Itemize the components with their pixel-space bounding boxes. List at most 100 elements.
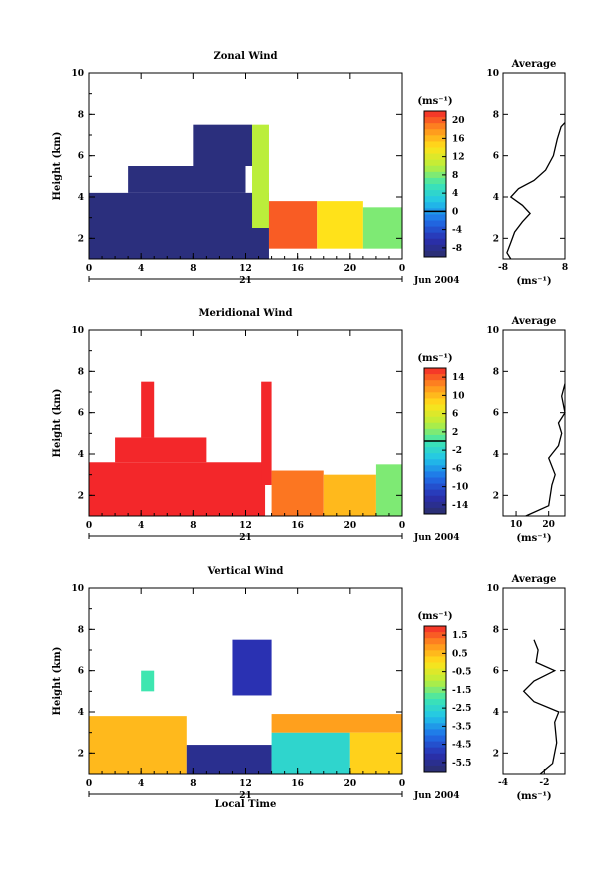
colorbar-frame bbox=[423, 625, 447, 773]
date-day-label: 21 bbox=[239, 533, 252, 543]
colorbar-segment bbox=[424, 477, 446, 485]
y-tick-label: 6 bbox=[78, 667, 84, 677]
average-y-tick-label: 2 bbox=[493, 234, 499, 244]
average-y-tick-label: 6 bbox=[493, 667, 499, 677]
y-tick-label: 4 bbox=[78, 708, 84, 718]
average-y-tick-label: 8 bbox=[493, 367, 499, 377]
colorbar-segment bbox=[424, 723, 446, 730]
y-tick-label: 2 bbox=[78, 491, 84, 501]
average-x-tick-label: 20 bbox=[542, 520, 555, 530]
heatmap-region bbox=[193, 124, 253, 166]
date-label: Jun 2004 bbox=[413, 276, 460, 286]
average-frame bbox=[502, 587, 566, 775]
heatmap-region bbox=[115, 437, 207, 463]
average-y-tick-label: 10 bbox=[486, 584, 499, 594]
average-x-label: (ms⁻¹) bbox=[516, 533, 551, 544]
x-tick-label: 0 bbox=[399, 521, 405, 531]
x-tick-label: 4 bbox=[138, 521, 144, 531]
x-axis-label: Local Time bbox=[215, 799, 277, 810]
colorbar-segment bbox=[424, 686, 446, 694]
colorbar-segment bbox=[424, 699, 446, 706]
colorbar-tick-label: -4.5 bbox=[452, 741, 471, 751]
panel-3: Vertical Wind 2 4 6 8 10 0 4 8 12 16 20 0 21 Jun 2004 H… bbox=[52, 566, 566, 810]
colorbar-tick-label: -1.5 bbox=[452, 686, 471, 696]
average-y-tick-label: 2 bbox=[493, 749, 499, 759]
colorbar-segment bbox=[424, 434, 446, 442]
colorbar-segment bbox=[424, 232, 446, 240]
average-frame bbox=[502, 72, 566, 260]
colorbar-tick-label: 1.5 bbox=[452, 631, 468, 641]
average-x-tick-label: 10 bbox=[510, 520, 523, 530]
colorbar-segment bbox=[424, 184, 446, 191]
x-tick-label: 0 bbox=[399, 779, 405, 789]
heatmap-region bbox=[89, 716, 187, 774]
heatmap-region bbox=[89, 462, 266, 516]
x-tick-label: 16 bbox=[291, 779, 304, 789]
colorbar-tick-label: 0.5 bbox=[452, 649, 468, 659]
x-tick-label: 0 bbox=[399, 264, 405, 274]
colorbar-unit: (ms⁻¹) bbox=[417, 611, 452, 622]
colorbar-segment bbox=[424, 135, 446, 142]
average-profile-line bbox=[522, 639, 560, 775]
heatmap-region bbox=[268, 201, 318, 249]
colorbar-segment bbox=[424, 404, 446, 412]
y-tick-label: 2 bbox=[78, 234, 84, 244]
heatmap-region bbox=[252, 124, 269, 228]
colorbar-tick-label: 16 bbox=[452, 134, 465, 144]
x-tick-label: 4 bbox=[138, 264, 144, 274]
colorbar-segment bbox=[424, 753, 446, 761]
colorbar-segment bbox=[424, 650, 446, 657]
colorbar-segment bbox=[424, 220, 446, 228]
panel-title: Zonal Wind bbox=[213, 51, 277, 62]
y-axis-label: Height (km) bbox=[52, 647, 63, 716]
panel-title: Vertical Wind bbox=[207, 566, 284, 577]
colorbar-segment bbox=[424, 765, 446, 773]
colorbar-tick-label: -3.5 bbox=[452, 722, 471, 732]
colorbar-tick-label: 6 bbox=[452, 410, 458, 420]
colorbar-segment bbox=[424, 656, 446, 663]
colorbar-segment bbox=[424, 717, 446, 724]
colorbar-segment bbox=[424, 238, 446, 246]
colorbar-segment bbox=[424, 214, 446, 221]
colorbar-segment bbox=[424, 735, 446, 743]
colorbar-segment bbox=[424, 250, 446, 258]
heatmap-region bbox=[261, 381, 272, 485]
colorbar-segment bbox=[424, 441, 446, 448]
colorbar-segment bbox=[424, 244, 446, 252]
heatmap-region bbox=[271, 714, 402, 733]
y-tick-label: 10 bbox=[71, 326, 84, 336]
colorbar-segment bbox=[424, 705, 446, 712]
heatmap-region bbox=[317, 201, 363, 249]
colorbar-segment bbox=[424, 159, 446, 167]
heatmap-region bbox=[186, 745, 272, 774]
heatmap-region bbox=[141, 381, 155, 438]
x-tick-label: 20 bbox=[344, 264, 357, 274]
date-label: Jun 2004 bbox=[413, 533, 460, 543]
colorbar-frame bbox=[423, 110, 447, 258]
colorbar-tick-label: -14 bbox=[452, 501, 468, 511]
colorbar-segment bbox=[424, 680, 446, 688]
colorbar-segment bbox=[424, 644, 446, 651]
average-y-tick-label: 10 bbox=[486, 326, 499, 336]
colorbar-segment bbox=[424, 501, 446, 509]
panel-2: Meridional Wind 2 4 6 8 10 0 4 8 12 16 20 0 21 Jun 200… bbox=[52, 308, 566, 544]
colorbar-segment bbox=[424, 196, 446, 203]
x-tick-label: 0 bbox=[86, 779, 92, 789]
colorbar-segment bbox=[424, 398, 446, 405]
heatmap-region bbox=[271, 470, 324, 516]
x-tick-label: 8 bbox=[190, 521, 196, 531]
y-tick-label: 4 bbox=[78, 450, 84, 460]
average-y-tick-label: 6 bbox=[493, 409, 499, 419]
colorbar-segment bbox=[424, 123, 446, 130]
colorbar-segment bbox=[424, 410, 446, 418]
colorbar-segment bbox=[424, 202, 446, 209]
colorbar-segment bbox=[424, 165, 446, 173]
colorbar-segment bbox=[424, 759, 446, 767]
colorbar-segment bbox=[424, 422, 446, 430]
x-tick-label: 0 bbox=[86, 264, 92, 274]
colorbar-segment bbox=[424, 662, 446, 670]
average-x-tick-label: 8 bbox=[562, 263, 568, 273]
average-y-tick-label: 10 bbox=[486, 69, 499, 79]
colorbar-segment bbox=[424, 416, 446, 424]
